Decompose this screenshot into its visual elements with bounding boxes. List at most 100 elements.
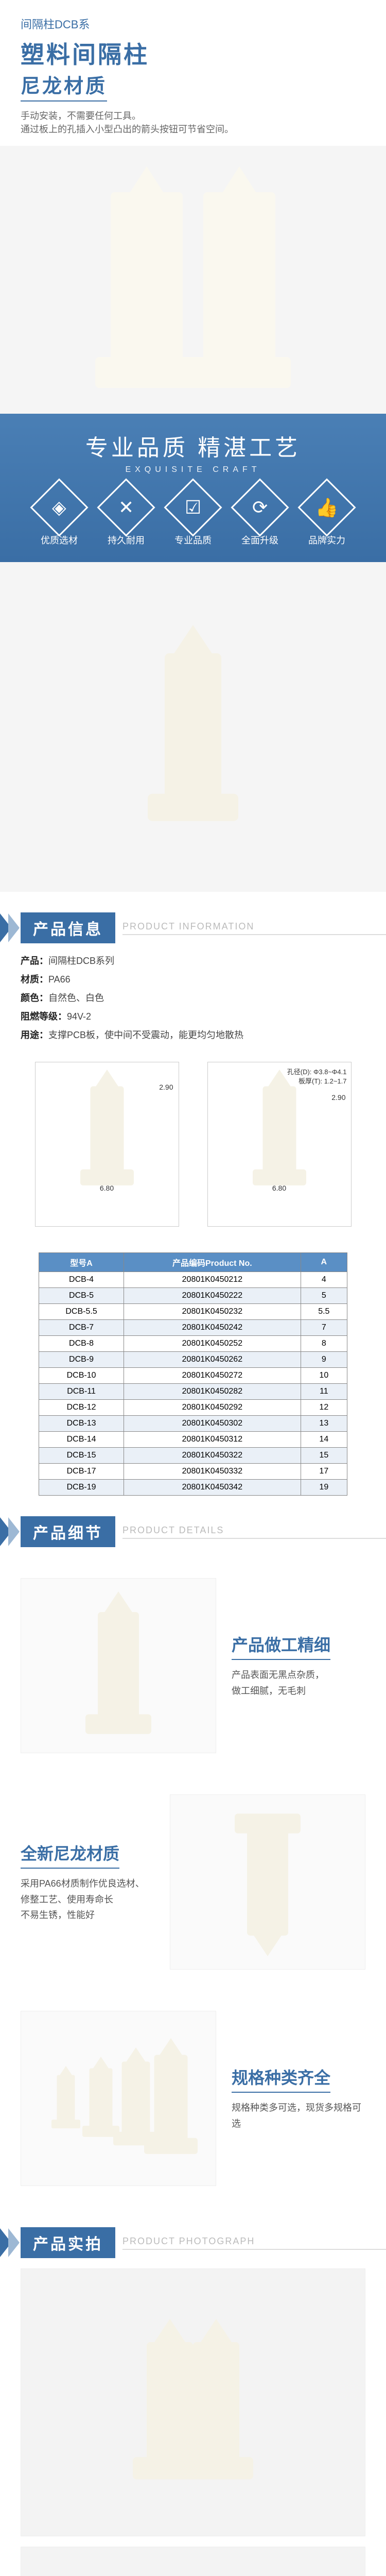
info-line: 阻燃等级：94V-2 bbox=[21, 1009, 365, 1023]
feature-icon-durable: ✕持久耐用 bbox=[106, 487, 147, 547]
check-icon: ☑ bbox=[185, 497, 201, 518]
detail-image bbox=[21, 2011, 216, 2186]
table-cell: 20801K0450212 bbox=[124, 1272, 301, 1288]
diagram-row: 2.90 6.80 孔径(D): Φ3.8~Φ4.1 板厚(T): 1.2~1.… bbox=[0, 1046, 386, 1242]
detail-desc: 规格种类多可选，现货多规格可选 bbox=[232, 2100, 365, 2131]
dim-h2: 2.90 bbox=[331, 1093, 345, 1101]
table-cell: 19 bbox=[301, 1480, 347, 1496]
table-cell: DCB-7 bbox=[39, 1320, 124, 1336]
table-cell: DCB-10 bbox=[39, 1368, 124, 1384]
section-subtitle: PRODUCT DETAILS bbox=[122, 1525, 386, 1539]
table-cell: 20801K0450252 bbox=[124, 1336, 301, 1352]
table-cell: DCB-13 bbox=[39, 1416, 124, 1432]
main-title: 塑料间隔柱 bbox=[21, 36, 365, 70]
detail-title: 产品做工精细 bbox=[232, 1632, 330, 1660]
table-cell: 20801K0450322 bbox=[124, 1448, 301, 1464]
tools-icon: ✕ bbox=[118, 497, 134, 518]
hero-image bbox=[0, 146, 386, 414]
info-line: 颜色：自然色、白色 bbox=[21, 991, 365, 1004]
table-row: DCB-720801K04502427 bbox=[39, 1320, 347, 1336]
detail-row-1: 产品做工精细 产品表面无黑点杂质， 做工细腻，无毛刺 bbox=[0, 1557, 386, 1774]
section-header-info: 产品信息 PRODUCT INFORMATION bbox=[0, 912, 386, 943]
table-row: DCB-920801K04502629 bbox=[39, 1352, 347, 1368]
header-desc: 手动安装，不需要任何工具。 通过板上的孔插入小型凸出的箭头按钮可节省空间。 bbox=[21, 109, 365, 135]
table-row: DCB-820801K04502528 bbox=[39, 1336, 347, 1352]
table-cell: 20801K0450292 bbox=[124, 1400, 301, 1416]
diagram-shape bbox=[262, 1087, 296, 1174]
table-cell: 4 bbox=[301, 1272, 347, 1288]
table-cell: DCB-4 bbox=[39, 1272, 124, 1288]
mid-promo-image bbox=[0, 562, 386, 892]
table-row: DCB-1120801K045028211 bbox=[39, 1384, 347, 1400]
blue-band-title: 专业品质 精湛工艺 bbox=[0, 429, 386, 462]
blue-band-subtitle: EXQUISITE CRAFT bbox=[0, 465, 386, 474]
table-cell: 20801K0450272 bbox=[124, 1368, 301, 1384]
table-cell: 20801K0450282 bbox=[124, 1384, 301, 1400]
table-cell: 12 bbox=[301, 1400, 347, 1416]
table-cell: 17 bbox=[301, 1464, 347, 1480]
table-cell: DCB-5 bbox=[39, 1288, 124, 1304]
table-row: DCB-5.520801K04502325.5 bbox=[39, 1304, 347, 1320]
photo-1 bbox=[21, 2268, 365, 2536]
th-model: 型号A bbox=[39, 1253, 124, 1272]
table-row: DCB-1320801K045030213 bbox=[39, 1416, 347, 1432]
table-cell: DCB-19 bbox=[39, 1480, 124, 1496]
table-cell: 7 bbox=[301, 1320, 347, 1336]
table-cell: 20801K0450262 bbox=[124, 1352, 301, 1368]
table-cell: 14 bbox=[301, 1432, 347, 1448]
table-cell: 20801K0450242 bbox=[124, 1320, 301, 1336]
section-subtitle: PRODUCT PHOTOGRAPH bbox=[122, 2236, 386, 2250]
table-cell: DCB-5.5 bbox=[39, 1304, 124, 1320]
subtitle: 尼龙材质 bbox=[21, 70, 107, 101]
table-cell: 11 bbox=[301, 1384, 347, 1400]
table-cell: 8 bbox=[301, 1336, 347, 1352]
table-row: DCB-520801K04502225 bbox=[39, 1288, 347, 1304]
section-subtitle: PRODUCT INFORMATION bbox=[122, 921, 386, 935]
table-cell: DCB-11 bbox=[39, 1384, 124, 1400]
diagram-shape bbox=[90, 1087, 124, 1174]
detail-row-2: 全新尼龙材质 采用PA66材质制作优良选材、 修整工艺、使用寿命长 不易生锈，性… bbox=[0, 1774, 386, 1990]
table-cell: DCB-17 bbox=[39, 1464, 124, 1480]
table-row: DCB-1020801K045027210 bbox=[39, 1368, 347, 1384]
detail-desc: 采用PA66材质制作优良选材、 修整工艺、使用寿命长 不易生锈，性能好 bbox=[21, 1876, 154, 1923]
table-cell: 5 bbox=[301, 1288, 347, 1304]
info-line: 材质：PA66 bbox=[21, 972, 365, 986]
icon-row: ◈优质选材 ✕持久耐用 ☑专业品质 ⟳全面升级 👍品牌实力 bbox=[0, 487, 386, 547]
refresh-icon: ⟳ bbox=[252, 497, 268, 518]
blue-band: 专业品质 精湛工艺 EXQUISITE CRAFT ◈优质选材 ✕持久耐用 ☑专… bbox=[0, 414, 386, 562]
table-cell: 9 bbox=[301, 1352, 347, 1368]
detail-image bbox=[170, 1794, 365, 1970]
table-row: DCB-1920801K045034219 bbox=[39, 1480, 347, 1496]
section-header-photo: 产品实拍 PRODUCT PHOTOGRAPH bbox=[0, 2227, 386, 2258]
diag-note-hole: 孔径(D): Φ3.8~Φ4.1 bbox=[287, 1066, 347, 1076]
detail-image bbox=[21, 1578, 216, 1753]
thumb-icon: 👍 bbox=[315, 497, 339, 518]
info-line: 产品：间隔柱DCB系列 bbox=[21, 954, 365, 967]
product-render-1 bbox=[111, 192, 183, 367]
table-cell: 20801K0450332 bbox=[124, 1464, 301, 1480]
product-render-mid bbox=[165, 653, 221, 801]
diamond-icon: ◈ bbox=[52, 497, 66, 518]
detail-title: 全新尼龙材质 bbox=[21, 1841, 119, 1869]
table-cell: 15 bbox=[301, 1448, 347, 1464]
table-cell: DCB-14 bbox=[39, 1432, 124, 1448]
th-code: 产品编码Product No. bbox=[124, 1253, 301, 1272]
detail-desc: 产品表面无黑点杂质， 做工细腻，无毛刺 bbox=[232, 1667, 365, 1699]
table-cell: 20801K0450302 bbox=[124, 1416, 301, 1432]
detail-title: 规格种类齐全 bbox=[232, 2065, 330, 2093]
diagram-right: 孔径(D): Φ3.8~Φ4.1 板厚(T): 1.2~1.7 2.90 6.8… bbox=[207, 1062, 352, 1227]
table-row: DCB-420801K04502124 bbox=[39, 1272, 347, 1288]
feature-icon-quality: ☑专业品质 bbox=[172, 487, 214, 547]
feature-icon-upgrade: ⟳全面升级 bbox=[239, 487, 280, 547]
info-line: 用途：支撑PCB板，使中间不受震动，能更均匀地散热 bbox=[21, 1028, 365, 1041]
th-a: A bbox=[301, 1253, 347, 1272]
table-row: DCB-1220801K045029212 bbox=[39, 1400, 347, 1416]
info-block: 产品：间隔柱DCB系列 材质：PA66 颜色：自然色、白色 阻燃等级：94V-2… bbox=[0, 954, 386, 1041]
feature-icon-brand: 👍品牌实力 bbox=[306, 487, 347, 547]
table-cell: 20801K0450312 bbox=[124, 1432, 301, 1448]
table-row: DCB-1520801K045032215 bbox=[39, 1448, 347, 1464]
feature-icon-material: ◈优质选材 bbox=[39, 487, 80, 547]
table-cell: DCB-15 bbox=[39, 1448, 124, 1464]
table-cell: DCB-12 bbox=[39, 1400, 124, 1416]
table-row: DCB-1420801K045031214 bbox=[39, 1432, 347, 1448]
